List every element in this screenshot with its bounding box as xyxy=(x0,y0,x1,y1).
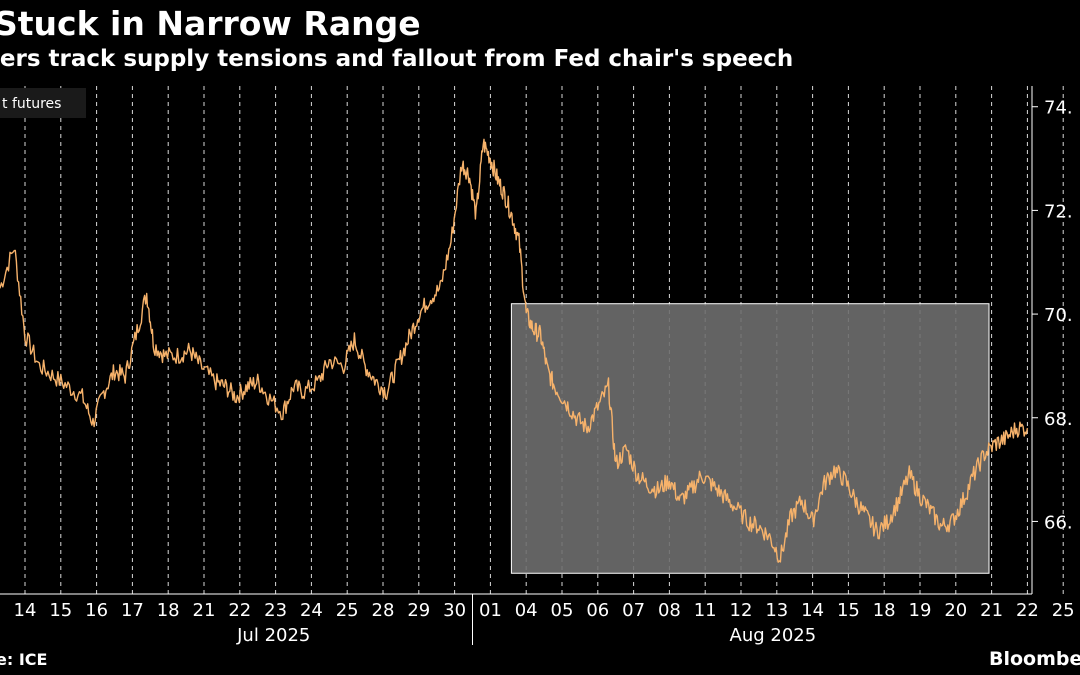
x-tick-label-21: 13 xyxy=(765,600,788,621)
x-tick-label-24: 18 xyxy=(873,600,896,621)
x-tick-label-9: 25 xyxy=(336,600,359,621)
highlight-range-box xyxy=(510,303,990,574)
x-tick-label-15: 05 xyxy=(551,600,574,621)
chart-title: Stuck in Narrow Range xyxy=(0,4,421,43)
x-tick-label-14: 04 xyxy=(515,600,538,621)
x-tick-label-0: 14 xyxy=(14,600,37,621)
x-tick-label-18: 08 xyxy=(658,600,681,621)
legend: t futures xyxy=(0,88,86,118)
x-tick-label-26: 20 xyxy=(944,600,967,621)
x-tick-label-29: 25 xyxy=(1052,600,1075,621)
brent-futures-line xyxy=(0,138,1029,563)
y-tick-label-68: 68. xyxy=(1044,409,1073,430)
y-tick-label-66: 66. xyxy=(1044,512,1073,533)
y-tick-label-74: 74. xyxy=(1044,98,1073,119)
y-tick-label-72: 72. xyxy=(1044,201,1073,222)
x-tick-label-2: 16 xyxy=(85,600,108,621)
x-tick-label-6: 22 xyxy=(228,600,251,621)
x-tick-label-17: 07 xyxy=(622,600,645,621)
legend-box xyxy=(0,88,86,118)
x-tick-label-27: 21 xyxy=(980,600,1003,621)
x-tick-label-22: 14 xyxy=(801,600,824,621)
x-tick-label-7: 23 xyxy=(264,600,287,621)
x-tick-label-23: 15 xyxy=(837,600,860,621)
x-tick-label-8: 24 xyxy=(300,600,323,621)
chart-subtitle: lers track supply tensions and fallout f… xyxy=(0,46,794,72)
x-tick-label-20: 12 xyxy=(730,600,753,621)
x-tick-label-1: 15 xyxy=(49,600,72,621)
legend-label: t futures xyxy=(2,96,61,112)
x-tick-label-10: 28 xyxy=(372,600,395,621)
x-tick-label-19: 11 xyxy=(694,600,717,621)
x-tick-label-28: 22 xyxy=(1016,600,1039,621)
month-label-0: Jul 2025 xyxy=(236,625,310,646)
month-label-1: Aug 2025 xyxy=(730,625,817,646)
x-tick-label-4: 18 xyxy=(157,600,180,621)
x-tick-label-5: 21 xyxy=(193,600,216,621)
source-note: e: ICE xyxy=(0,650,48,669)
x-tick-label-16: 06 xyxy=(586,600,609,621)
x-tick-label-12: 30 xyxy=(443,600,466,621)
brand-logo: Bloombe xyxy=(989,648,1080,670)
x-tick-label-11: 29 xyxy=(407,600,430,621)
x-tick-label-25: 19 xyxy=(909,600,932,621)
y-tick-label-70: 70. xyxy=(1044,305,1073,326)
x-tick-label-13: 01 xyxy=(479,600,502,621)
x-tick-label-3: 17 xyxy=(121,600,144,621)
